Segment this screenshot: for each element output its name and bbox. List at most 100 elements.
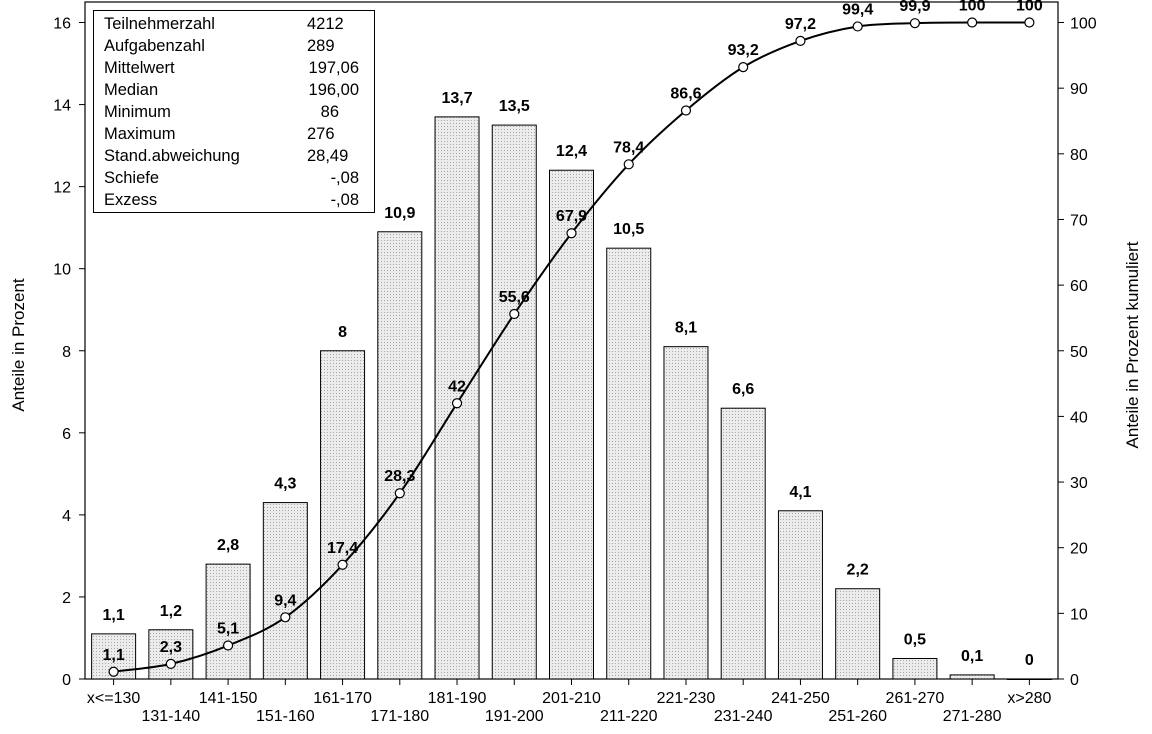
stat-label: Teilnehmerzahl — [104, 15, 215, 33]
y2-tick-label: 100 — [1070, 16, 1097, 33]
x-tick-label: 241-250 — [771, 690, 830, 707]
stat-value: -,08 — [330, 169, 359, 187]
x-tick-label: 261-270 — [886, 690, 945, 707]
cumulative-point — [222, 640, 234, 651]
x-tick-label: 141-150 — [199, 690, 258, 707]
stat-value: 28,49 — [307, 147, 349, 165]
cumulative-value-label: 42 — [448, 378, 466, 395]
cumulative-value-label: 93,2 — [728, 42, 759, 59]
bar — [491, 124, 537, 680]
x-tick-label: 181-190 — [428, 690, 487, 707]
bar — [777, 510, 823, 680]
cumulative-point — [967, 17, 978, 28]
cumulative-point — [394, 488, 405, 499]
y2-tick-label: 90 — [1070, 81, 1088, 98]
cumulative-point — [623, 159, 634, 170]
y-tick-label: 12 — [53, 180, 71, 197]
bar-value-label: 4,1 — [789, 484, 811, 501]
bar-value-label: 4,3 — [274, 476, 296, 493]
x-tick-label: 231-240 — [714, 708, 773, 725]
cumulative-value-label: 1,1 — [102, 647, 124, 664]
bar-value-label: 13,7 — [441, 90, 472, 107]
cumulative-value-label: 17,4 — [327, 540, 358, 557]
axes: 02468101214160102030405060708090100x<=13… — [53, 16, 1097, 725]
y-tick-label: 8 — [62, 344, 71, 361]
cumulative-point — [1024, 17, 1035, 28]
cumulative-value-label: 99,9 — [899, 0, 930, 15]
y2-tick-label: 40 — [1070, 409, 1088, 426]
stat-row-mittelwert: Mittelwert 197,06 — [94, 59, 374, 81]
stat-label: Aufgabenzahl — [104, 37, 205, 55]
stat-value: 4212 — [307, 15, 344, 33]
cumulative-point — [108, 666, 119, 677]
x-tick-label: 221-230 — [657, 690, 716, 707]
cumulative-point — [852, 21, 863, 32]
cumulative-point — [909, 18, 921, 29]
cumulative-line-series — [108, 17, 1035, 677]
cumulative-value-label: 100 — [1016, 0, 1043, 15]
y2-tick-label: 20 — [1070, 541, 1088, 558]
bar-value-label: 0,5 — [904, 631, 926, 648]
bar — [205, 563, 251, 680]
cumulative-point — [680, 105, 692, 116]
bar-value-label: 0 — [1025, 652, 1034, 669]
bar-value-label: 6,6 — [732, 381, 754, 398]
stat-row-exzess: Exzess -,08 — [94, 191, 374, 213]
stat-label: Exzess — [104, 191, 158, 209]
bar-value-label: 1,1 — [102, 607, 124, 624]
cumulative-value-label: 9,4 — [274, 592, 296, 609]
x-tick-label: x<=130 — [87, 690, 140, 707]
bar — [549, 169, 594, 680]
bar-value-label: 1,2 — [160, 603, 182, 620]
y-axis-label: Anteile in Prozent — [9, 278, 28, 412]
cumulative-point — [795, 35, 806, 46]
y2-tick-label: 60 — [1070, 278, 1088, 295]
stat-label: Schiefe — [104, 169, 160, 187]
y-tick-label: 10 — [53, 262, 71, 279]
bar-value-label: 8,1 — [675, 320, 697, 337]
bar — [148, 629, 194, 680]
bar-value-label: 10,5 — [613, 221, 644, 238]
cumulative-point — [451, 398, 463, 409]
y2-tick-label: 80 — [1070, 147, 1088, 164]
y2-tick-label: 50 — [1070, 344, 1088, 361]
bar-value-label: 12,4 — [556, 143, 587, 160]
y-tick-label: 14 — [53, 98, 71, 115]
cumulative-point — [738, 62, 749, 73]
bar — [720, 407, 766, 680]
bar-value-label: 0,1 — [961, 648, 983, 665]
stat-value: 196,00 — [308, 81, 359, 99]
cumulative-value-label: 2,3 — [160, 639, 182, 656]
cumulative-value-label: 99,4 — [842, 1, 873, 18]
stat-row-median: Median 196,00 — [94, 81, 374, 103]
cumulative-point — [337, 559, 348, 570]
y2-tick-label: 70 — [1070, 212, 1088, 229]
bar — [663, 346, 709, 680]
bar — [835, 588, 881, 680]
cumulative-value-label: 78,4 — [613, 139, 644, 156]
bar — [320, 350, 366, 680]
x-tick-label: x>280 — [1007, 690, 1051, 707]
y2-tick-label: 30 — [1070, 475, 1088, 492]
cumulative-value-label: 97,2 — [785, 16, 816, 33]
bar — [434, 116, 480, 680]
stat-value: 289 — [307, 37, 335, 55]
x-tick-label: 161-170 — [313, 690, 372, 707]
stat-label: Median — [104, 81, 159, 99]
bar-value-label: 10,9 — [384, 205, 415, 222]
bar — [377, 231, 423, 680]
bar — [949, 674, 995, 680]
bar — [606, 247, 652, 680]
cumulative-value-label: 55,6 — [499, 289, 530, 306]
statistics-legend-box: Teilnehmerzahl 4212 Aufgabenzahl 289 Mit… — [93, 10, 375, 213]
x-tick-label: 171-180 — [370, 708, 429, 725]
stat-value: 86 — [320, 103, 339, 121]
data-labels: 1,1 1,2 2,8 4,3 8 10,9 13,7 13,5 12,4 10,5 8,1 6,6 4… — [102, 0, 1042, 669]
cumulative-value-label: 100 — [959, 0, 986, 15]
bar-value-label: 13,5 — [499, 98, 530, 115]
bar-value-label: 2,2 — [847, 562, 869, 579]
x-tick-label: 191-200 — [485, 708, 544, 725]
bar-value-label: 2,8 — [217, 537, 239, 554]
cumulative-value-label: 67,9 — [556, 208, 587, 225]
